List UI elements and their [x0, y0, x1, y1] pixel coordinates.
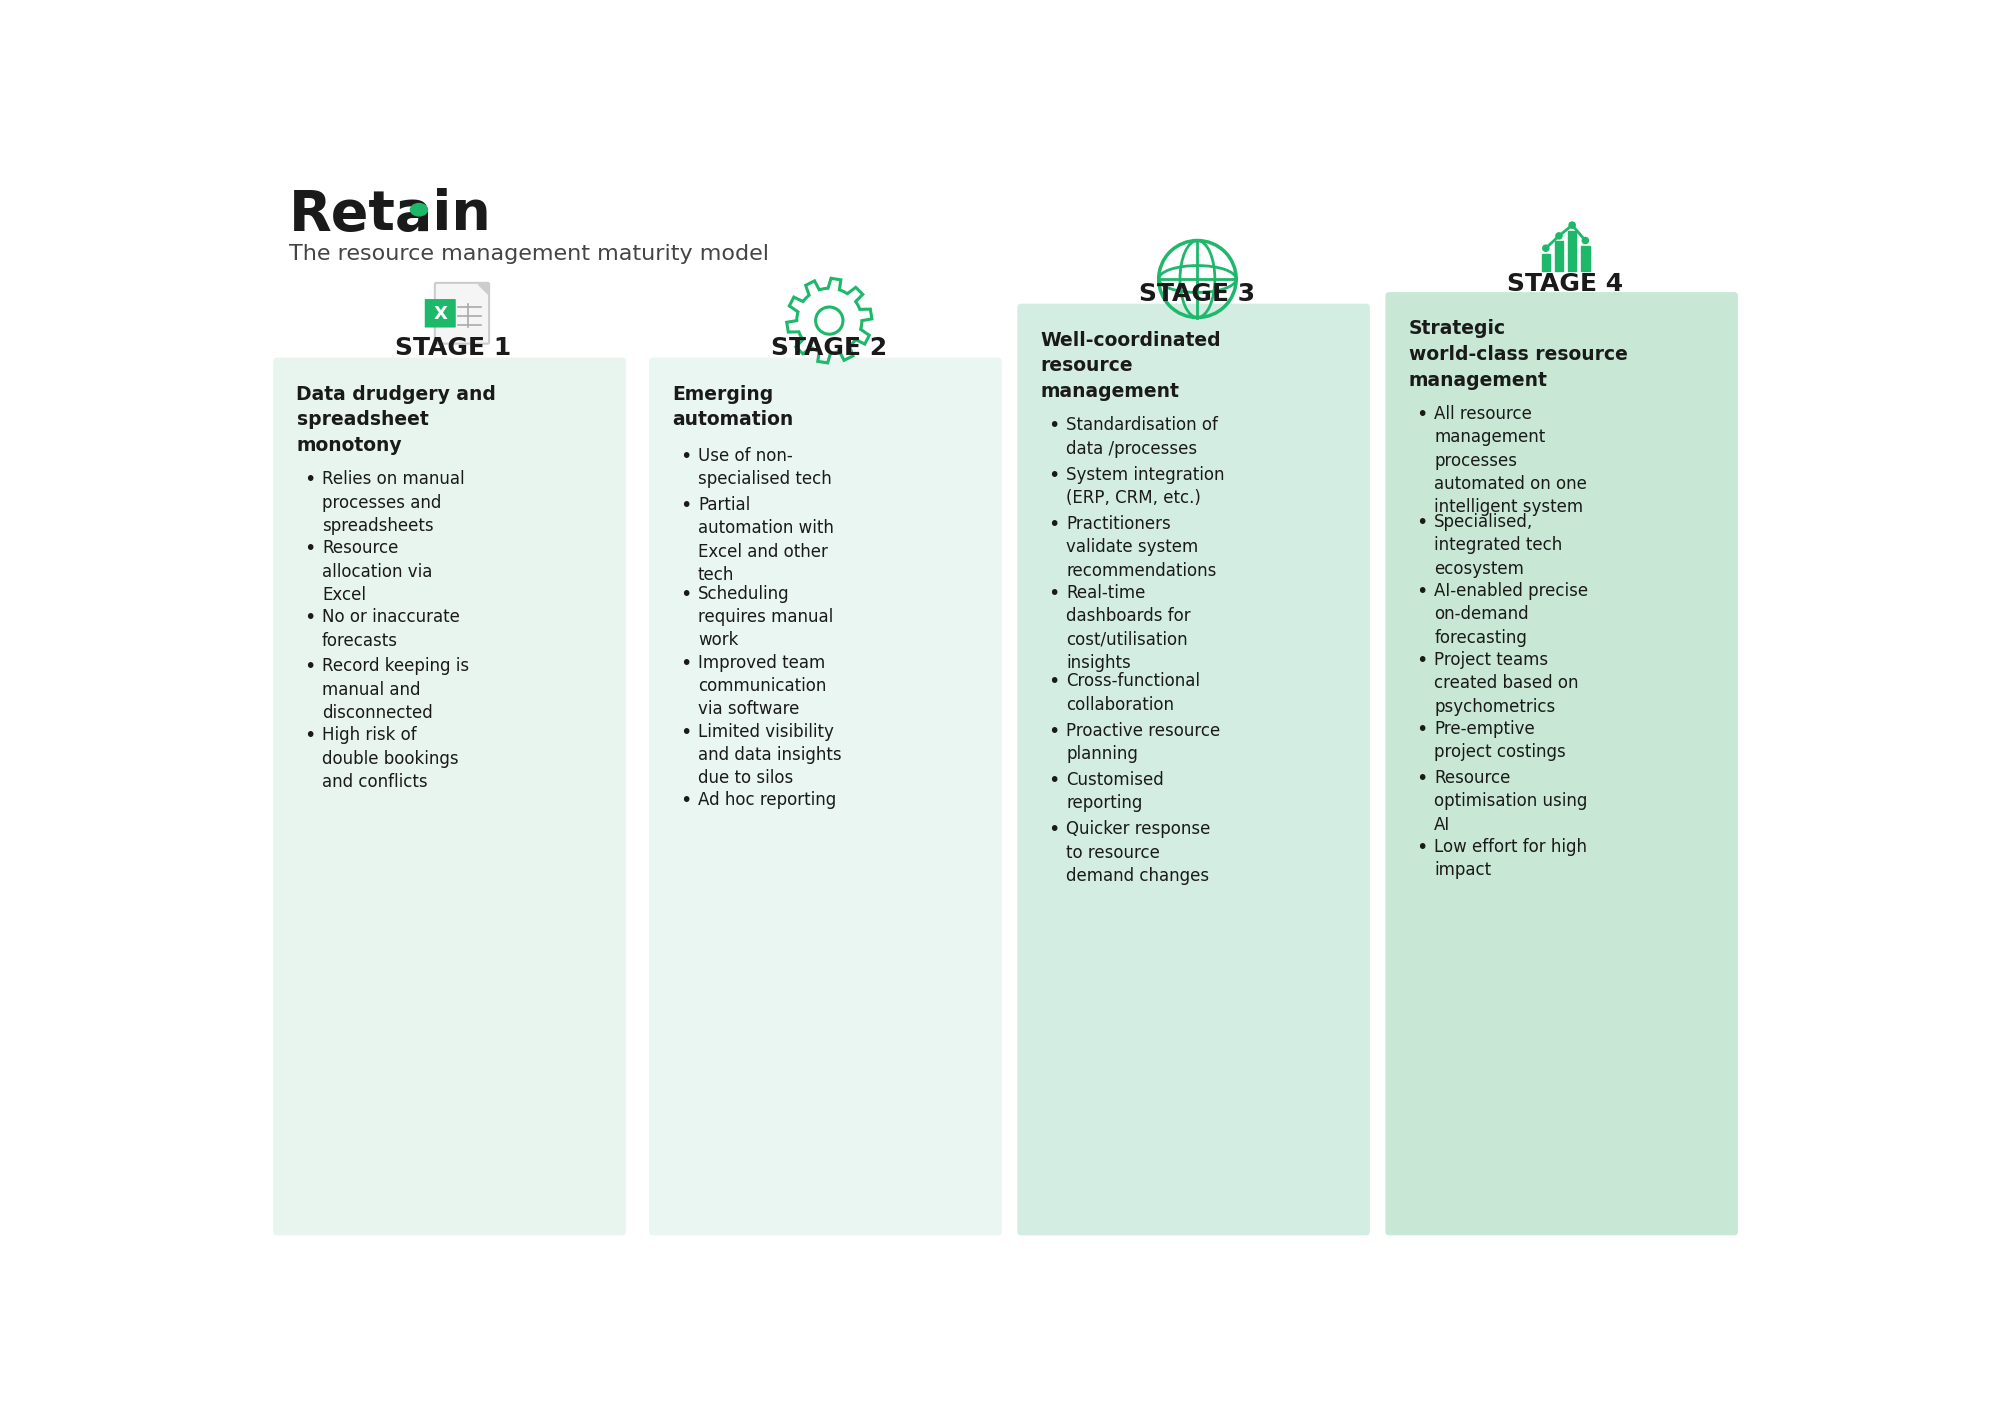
- Text: System integration
(ERP, CRM, etc.): System integration (ERP, CRM, etc.): [1066, 465, 1224, 508]
- Text: Customised
reporting: Customised reporting: [1066, 771, 1164, 813]
- Text: •: •: [680, 496, 692, 515]
- Text: •: •: [304, 608, 316, 628]
- Bar: [1582, 246, 1590, 270]
- Text: •: •: [680, 792, 692, 810]
- Text: Partial
automation with
Excel and other
tech: Partial automation with Excel and other …: [698, 496, 834, 584]
- Text: Well-coordinated
resource
management: Well-coordinated resource management: [1040, 331, 1222, 402]
- Text: •: •: [1048, 417, 1060, 436]
- Text: AI-enabled precise
on-demand
forecasting: AI-enabled precise on-demand forecasting: [1434, 583, 1588, 646]
- Text: •: •: [680, 653, 692, 673]
- Text: •: •: [304, 539, 316, 559]
- FancyBboxPatch shape: [1018, 304, 1370, 1236]
- Circle shape: [1582, 238, 1588, 243]
- FancyBboxPatch shape: [424, 298, 456, 328]
- Text: •: •: [680, 447, 692, 465]
- Text: •: •: [1048, 465, 1060, 485]
- Text: Project teams
created based on
psychometrics: Project teams created based on psychomet…: [1434, 650, 1578, 715]
- Text: Standardisation of
data /processes: Standardisation of data /processes: [1066, 417, 1218, 458]
- Text: All resource
management
processes
automated on one
intelligent system: All resource management processes automa…: [1434, 404, 1588, 516]
- Text: •: •: [304, 471, 316, 489]
- Text: •: •: [1048, 820, 1060, 840]
- Text: Improved team
communication
via software: Improved team communication via software: [698, 653, 826, 718]
- Text: STAGE 3: STAGE 3: [1140, 283, 1256, 307]
- Text: Strategic
world-class resource
management: Strategic world-class resource managemen…: [1408, 320, 1628, 390]
- Text: Real-time
dashboards for
cost/utilisation
insights: Real-time dashboards for cost/utilisatio…: [1066, 584, 1190, 672]
- Text: The resource management maturity model: The resource management maturity model: [288, 243, 768, 263]
- FancyBboxPatch shape: [274, 358, 626, 1236]
- Text: Specialised,
integrated tech
ecosystem: Specialised, integrated tech ecosystem: [1434, 513, 1562, 578]
- Text: •: •: [304, 658, 316, 676]
- Text: •: •: [1048, 721, 1060, 741]
- Text: •: •: [1416, 720, 1428, 740]
- Text: Resource
allocation via
Excel: Resource allocation via Excel: [322, 539, 432, 604]
- Polygon shape: [478, 284, 488, 294]
- Text: Record keeping is
manual and
disconnected: Record keeping is manual and disconnecte…: [322, 658, 470, 723]
- Text: •: •: [1416, 650, 1428, 670]
- Text: Cross-functional
collaboration: Cross-functional collaboration: [1066, 673, 1200, 714]
- Text: •: •: [1416, 769, 1428, 788]
- Text: •: •: [1416, 513, 1428, 532]
- Text: •: •: [1416, 404, 1428, 424]
- Circle shape: [1570, 222, 1576, 228]
- Bar: [1568, 230, 1576, 270]
- Text: Emerging
automation: Emerging automation: [672, 385, 794, 430]
- Text: Use of non-
specialised tech: Use of non- specialised tech: [698, 447, 832, 488]
- FancyBboxPatch shape: [650, 358, 1002, 1236]
- Text: •: •: [1048, 771, 1060, 790]
- Text: •: •: [1416, 839, 1428, 857]
- FancyBboxPatch shape: [1386, 293, 1738, 1236]
- Text: Quicker response
to resource
demand changes: Quicker response to resource demand chan…: [1066, 820, 1210, 885]
- Text: X: X: [434, 304, 448, 322]
- FancyBboxPatch shape: [434, 283, 490, 344]
- Text: Data drudgery and
spreadsheet
monotony: Data drudgery and spreadsheet monotony: [296, 385, 496, 455]
- Text: Limited visibility
and data insights
due to silos: Limited visibility and data insights due…: [698, 723, 842, 788]
- Text: STAGE 2: STAGE 2: [772, 337, 888, 361]
- Text: •: •: [680, 585, 692, 604]
- Text: Retain: Retain: [288, 188, 492, 242]
- Text: No or inaccurate
forecasts: No or inaccurate forecasts: [322, 608, 460, 649]
- Text: •: •: [680, 723, 692, 741]
- Text: •: •: [1416, 583, 1428, 601]
- Circle shape: [1542, 245, 1548, 252]
- Text: Practitioners
validate system
recommendations: Practitioners validate system recommenda…: [1066, 515, 1216, 580]
- Text: Ad hoc reporting: Ad hoc reporting: [698, 792, 836, 809]
- Text: •: •: [1048, 673, 1060, 691]
- Circle shape: [1556, 233, 1562, 239]
- Ellipse shape: [410, 204, 428, 216]
- Text: •: •: [1048, 584, 1060, 602]
- Text: Relies on manual
processes and
spreadsheets: Relies on manual processes and spreadshe…: [322, 471, 464, 534]
- Text: High risk of
double bookings
and conflicts: High risk of double bookings and conflic…: [322, 727, 458, 790]
- Text: •: •: [304, 727, 316, 745]
- Text: Scheduling
requires manual
work: Scheduling requires manual work: [698, 585, 834, 649]
- Text: STAGE 4: STAGE 4: [1508, 273, 1624, 297]
- Text: Pre-emptive
project costings: Pre-emptive project costings: [1434, 720, 1566, 761]
- Text: •: •: [1048, 515, 1060, 534]
- Text: STAGE 1: STAGE 1: [396, 337, 512, 361]
- Text: Proactive resource
planning: Proactive resource planning: [1066, 721, 1220, 764]
- Text: Low effort for high
impact: Low effort for high impact: [1434, 839, 1588, 880]
- Bar: [1542, 253, 1550, 270]
- Bar: [1554, 242, 1564, 270]
- Text: Resource
optimisation using
AI: Resource optimisation using AI: [1434, 769, 1588, 834]
